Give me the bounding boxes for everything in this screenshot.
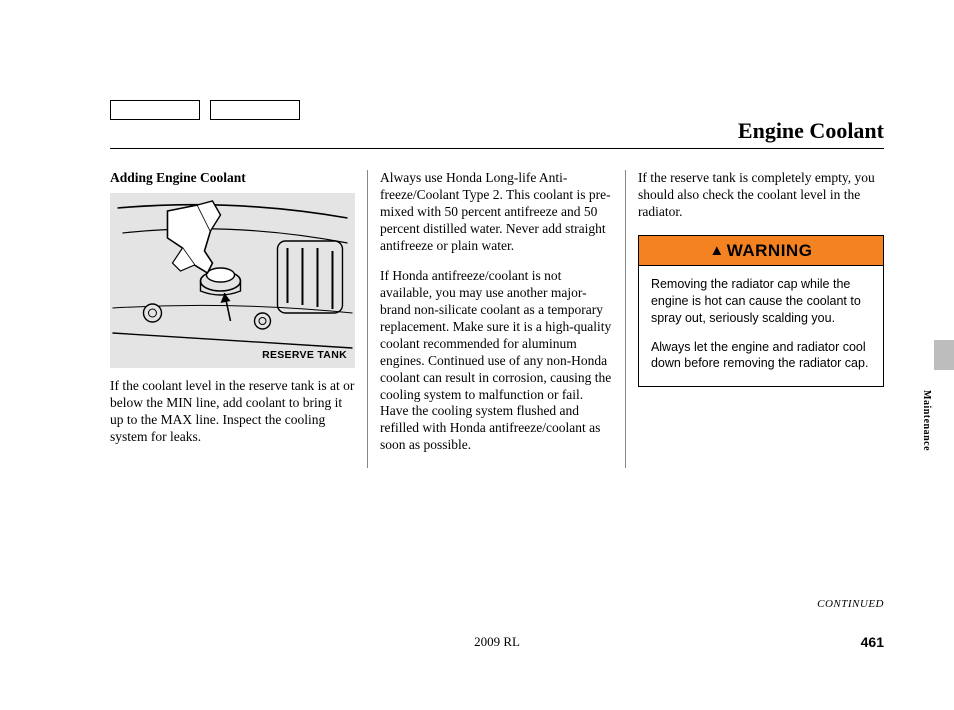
columns: Adding Engine Coolant: [110, 170, 884, 468]
nav-box-prev[interactable]: [110, 100, 200, 120]
column-2: Always use Honda Long-life Anti-freeze/C…: [368, 170, 626, 468]
warning-header: ▲WARNING: [639, 236, 883, 266]
column-1: Adding Engine Coolant: [110, 170, 368, 468]
nav-box-next[interactable]: [210, 100, 300, 120]
reserve-tank-illustration: [110, 193, 355, 368]
warning-body-2: Always let the engine and radiator cool …: [651, 339, 871, 373]
figure-reserve-tank: RESERVE TANK: [110, 193, 355, 368]
col3-para1: If the reserve tank is completely empty,…: [638, 170, 884, 221]
page-number: 461: [861, 634, 884, 650]
column-3: If the reserve tank is completely empty,…: [626, 170, 884, 468]
col2-para2: If Honda antifreeze/coolant is not avail…: [380, 268, 613, 454]
page-content: Engine Coolant Adding Engine Coolant: [110, 100, 884, 650]
col1-para1: If the coolant level in the reserve tank…: [110, 378, 355, 446]
side-label: Maintenance: [921, 390, 932, 451]
warning-triangle-icon: ▲: [709, 242, 724, 261]
footer-center: 2009 RL: [474, 634, 520, 650]
title-rule: [110, 148, 884, 149]
continued-label: CONTINUED: [817, 598, 884, 610]
nav-boxes: [110, 100, 300, 120]
warning-header-text: WARNING: [727, 241, 813, 260]
subhead-adding-coolant: Adding Engine Coolant: [110, 170, 355, 187]
page-title: Engine Coolant: [738, 118, 884, 144]
warning-body-1: Removing the radiator cap while the engi…: [651, 276, 871, 327]
side-tab: [934, 340, 954, 370]
figure-label: RESERVE TANK: [262, 349, 347, 362]
warning-box: ▲WARNING Removing the radiator cap while…: [638, 235, 884, 388]
warning-body: Removing the radiator cap while the engi…: [639, 266, 883, 386]
col2-para1: Always use Honda Long-life Anti-freeze/C…: [380, 170, 613, 254]
